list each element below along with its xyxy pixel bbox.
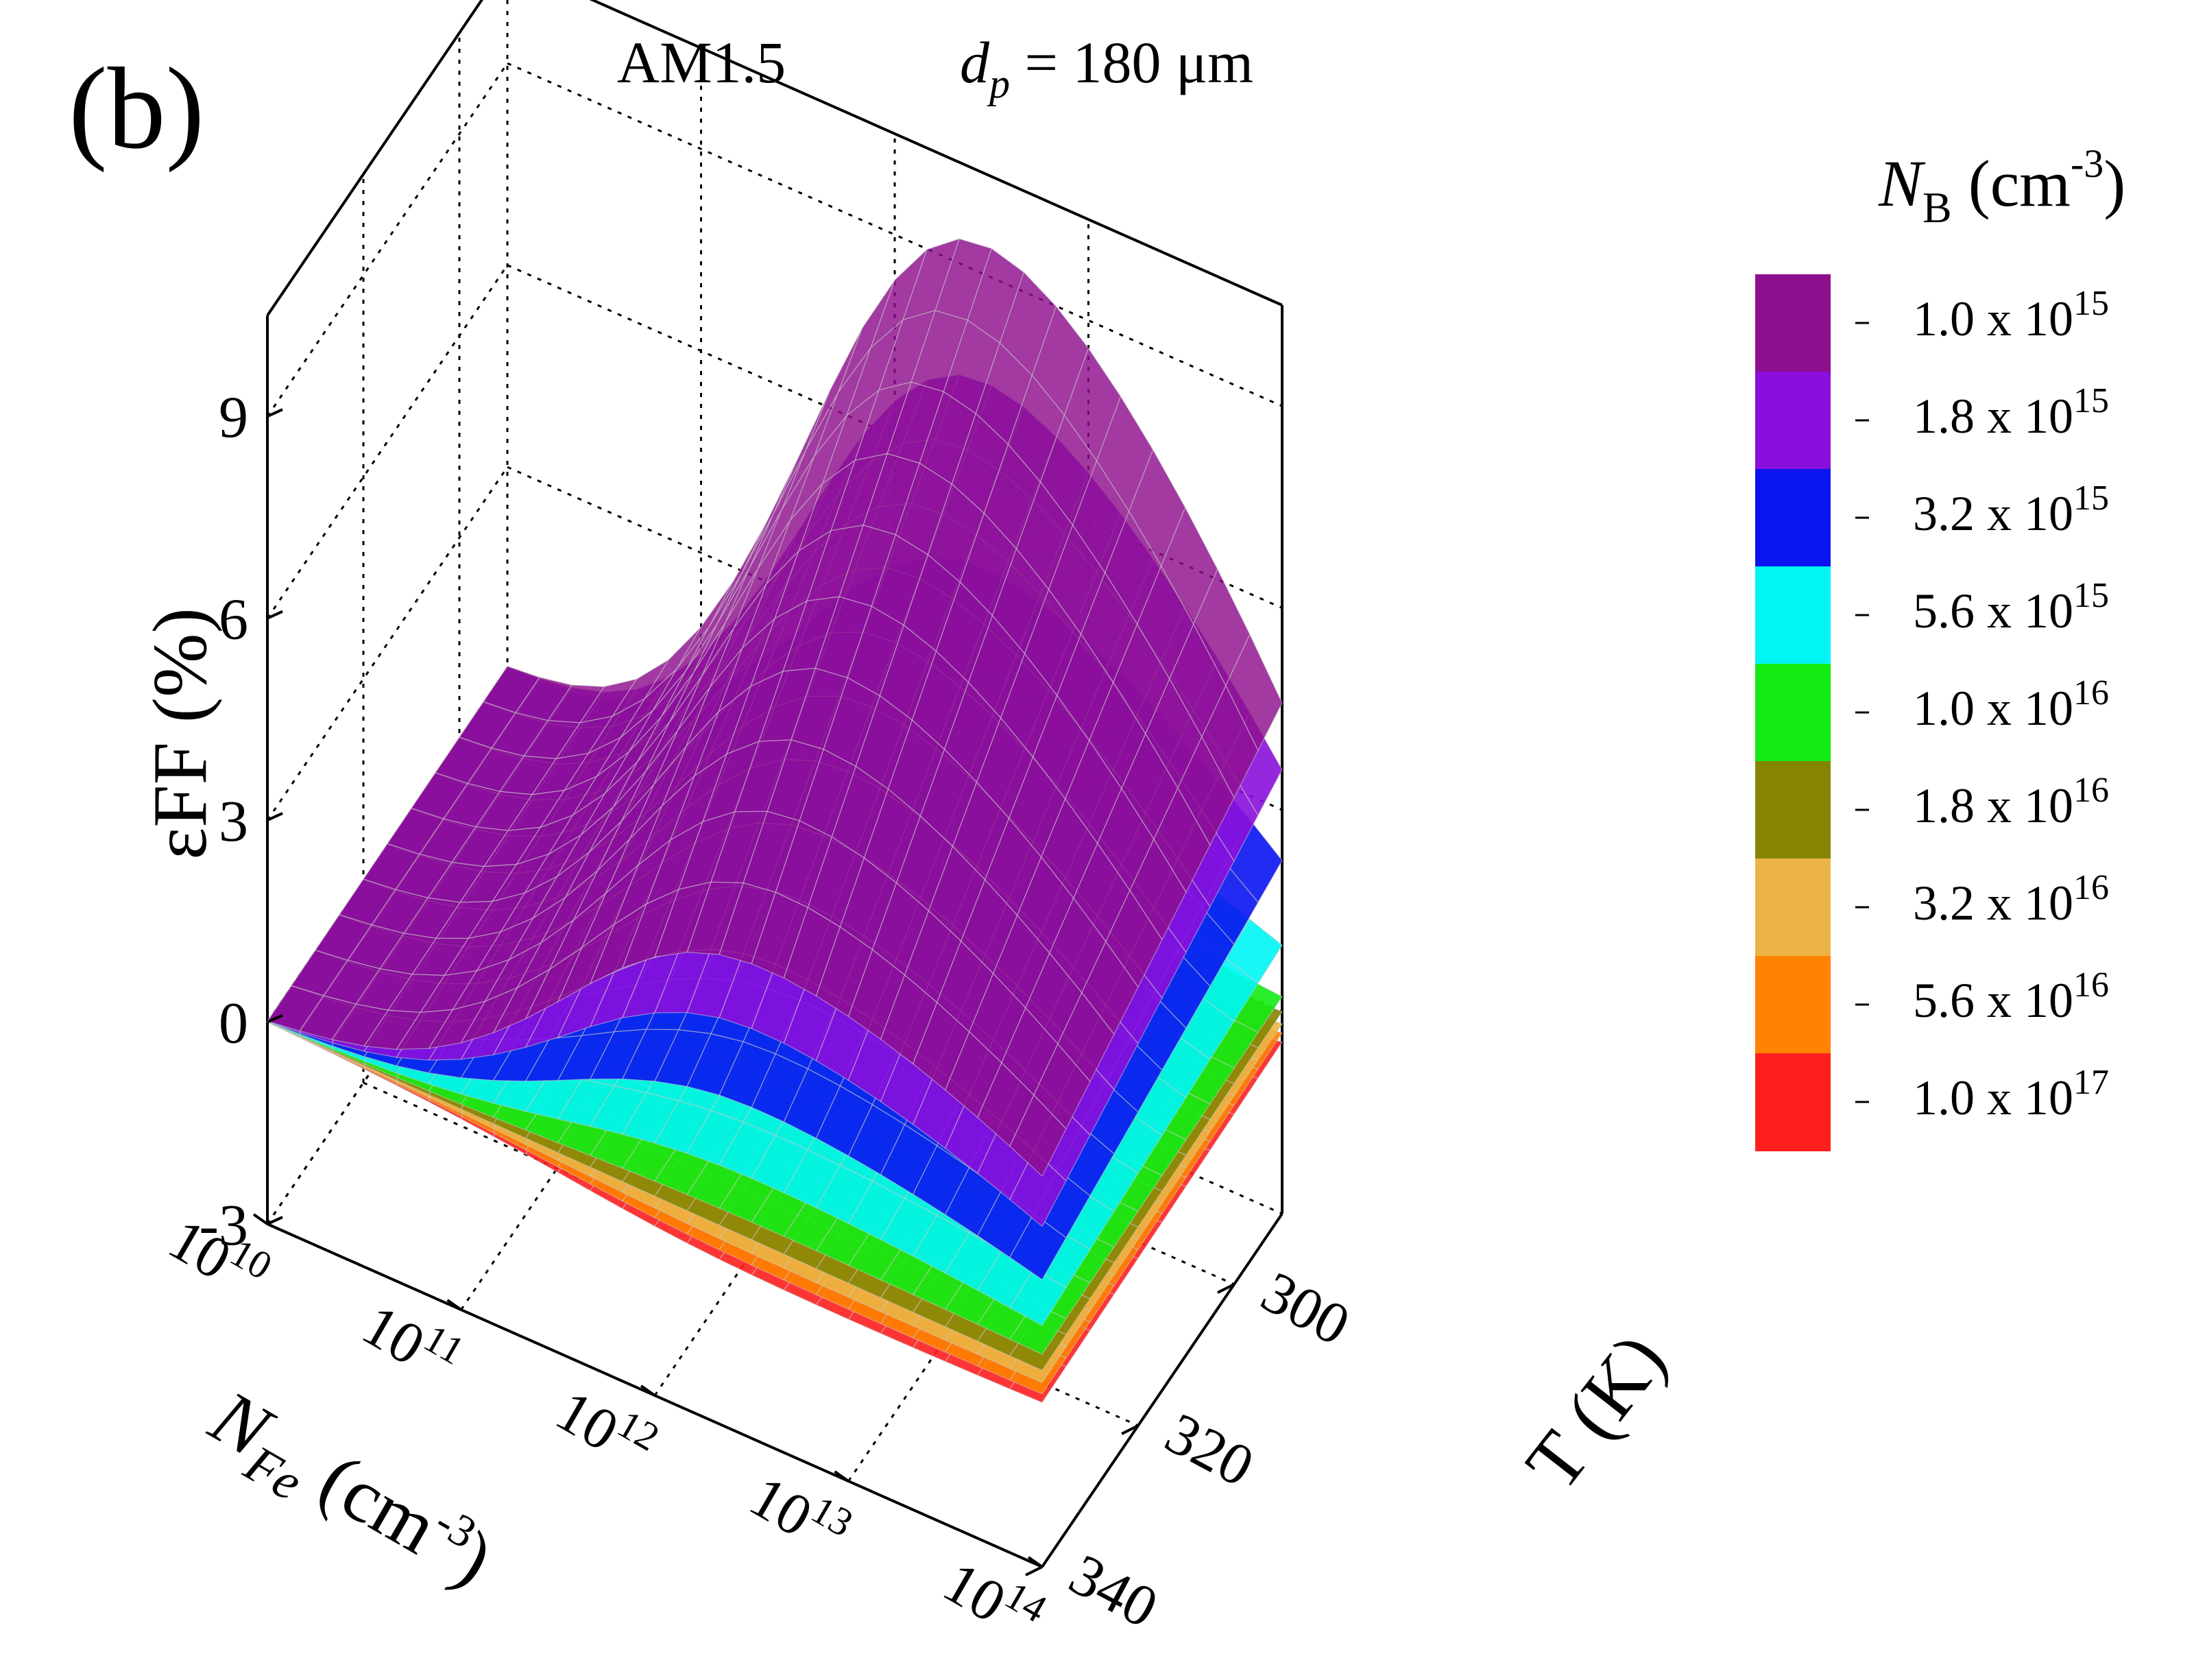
x-axis-unit: (cm [289, 1428, 452, 1570]
x-axis-title: NFe (cm-3) [191, 1373, 507, 1613]
title-spectrum: AM1.5 [617, 29, 786, 95]
x-tick-base: 10 [933, 1548, 1017, 1635]
legend-mantissa: 1.8 x 10 [1913, 778, 2073, 833]
legend-swatch [1755, 664, 1831, 762]
panel-label: (b) [69, 44, 204, 173]
x-tick-label: 1011 [352, 1286, 472, 1397]
gridline-t-floor [267, 1223, 1043, 1568]
legend-mantissa: 5.6 x 10 [1913, 973, 2073, 1028]
legend-exp: 16 [2073, 673, 2109, 712]
thickness-subscript: p [987, 61, 1010, 106]
legend-exp: 15 [2073, 479, 2109, 518]
axes-box-edge [1041, 1212, 1283, 1568]
x-tick-mark [834, 1470, 849, 1483]
legend-title-close: ) [2103, 147, 2125, 220]
surface-patch [1225, 918, 1283, 984]
x-tick-mark [252, 1213, 269, 1225]
t-tick-mark [1025, 1565, 1043, 1576]
chart-title: AM1.5 [617, 29, 786, 95]
y-axis-title: T (K) [1510, 1318, 1683, 1505]
axes-box-edge [589, 0, 1283, 307]
surfaces [267, 238, 1283, 1404]
t-tick-label: 320 [1155, 1400, 1264, 1499]
z-tick-label: 9 [219, 384, 248, 450]
legend-mantissa: 3.2 x 10 [1913, 486, 2073, 541]
legend-label: 1.8 x 1016 [1913, 771, 2109, 833]
x-tick-mark [1027, 1556, 1044, 1568]
axes-box-edge [266, 0, 484, 317]
z-axis-title: εFF (%) [138, 608, 223, 860]
legend-exp: 15 [2073, 381, 2109, 420]
legend-exp: 17 [2073, 1063, 2109, 1102]
legend-title: NB (cm-3) [1878, 141, 2125, 232]
x-tick-label: 1012 [546, 1372, 667, 1484]
legend-title-subscript: B [1922, 183, 1952, 232]
legend-swatch [1755, 859, 1831, 957]
t-tick-mark [1217, 1283, 1235, 1294]
z-tick-mark [267, 610, 283, 620]
x-tick-mark [640, 1384, 656, 1397]
thickness-value: = 180 μm [1010, 29, 1253, 95]
legend-swatch [1755, 566, 1831, 664]
legend-swatch [1755, 956, 1831, 1054]
t-tick-mark [1121, 1424, 1139, 1435]
x-tick-mark [446, 1299, 462, 1311]
t-tick-label: 300 [1251, 1258, 1360, 1358]
surface-patch [1225, 633, 1283, 752]
z-tick-label: 6 [219, 586, 248, 652]
z-tick-mark [267, 1013, 283, 1024]
x-tick-base: 10 [546, 1377, 629, 1463]
legend-label: 3.2 x 1015 [1913, 479, 2109, 541]
legend-mantissa: 1.8 x 10 [1913, 389, 2073, 444]
legend-exp: 15 [2073, 576, 2109, 615]
legend-label: 1.8 x 1015 [1913, 381, 2109, 444]
legend-exp: 15 [2073, 284, 2109, 323]
z-tick-mark [267, 812, 283, 821]
legend-mantissa: 1.0 x 10 [1913, 1070, 2073, 1125]
x-tick-label: 1014 [933, 1544, 1054, 1655]
legend-label: 5.6 x 1015 [1913, 576, 2109, 638]
legend-swatch [1755, 372, 1831, 470]
gridline-z-left [266, 264, 509, 619]
legend-label: 3.2 x 1016 [1913, 868, 2109, 931]
gridline-z-left [266, 62, 509, 418]
legend-label: 5.6 x 1016 [1913, 965, 2109, 1028]
legend-swatch [1755, 1053, 1831, 1151]
z-tick-mark [267, 408, 283, 418]
z-tick-label: 0 [219, 990, 248, 1056]
legend-swatch [1755, 274, 1831, 372]
z-tick-mark [267, 1216, 283, 1225]
x-tick-base: 10 [352, 1291, 435, 1378]
chart-thickness: dp = 180 μm [960, 29, 1253, 106]
legend-exp: 16 [2073, 965, 2109, 1005]
thickness-symbol: d [960, 29, 990, 95]
legend-swatch [1755, 761, 1831, 859]
legend-label: 1.0 x 1017 [1913, 1063, 2109, 1125]
surface-series [267, 238, 1283, 1177]
legend-title-symbol: N [1878, 147, 1926, 220]
legend-swatch [1755, 469, 1831, 567]
legend-exp: 16 [2073, 868, 2109, 907]
gridline-z-back [507, 62, 1283, 407]
x-tick-base: 10 [739, 1463, 823, 1549]
legend-mantissa: 1.0 x 10 [1913, 291, 2073, 346]
legend-label: 1.0 x 1015 [1913, 284, 2109, 346]
legend-exp: 16 [2073, 771, 2109, 810]
legend-title-exp: -3 [2071, 141, 2103, 186]
legend-mantissa: 5.6 x 10 [1913, 584, 2073, 638]
z-tick-label: 3 [219, 788, 248, 854]
legend-mantissa: 3.2 x 10 [1913, 876, 2073, 931]
legend-mantissa: 1.0 x 10 [1913, 681, 2073, 736]
x-tick-label: 1013 [739, 1458, 860, 1570]
z-tick-label: -3 [199, 1192, 248, 1258]
t-tick-label: 340 [1059, 1541, 1168, 1640]
legend-label: 1.0 x 1016 [1913, 673, 2109, 736]
legend-title-unit: (cm [1952, 147, 2071, 220]
